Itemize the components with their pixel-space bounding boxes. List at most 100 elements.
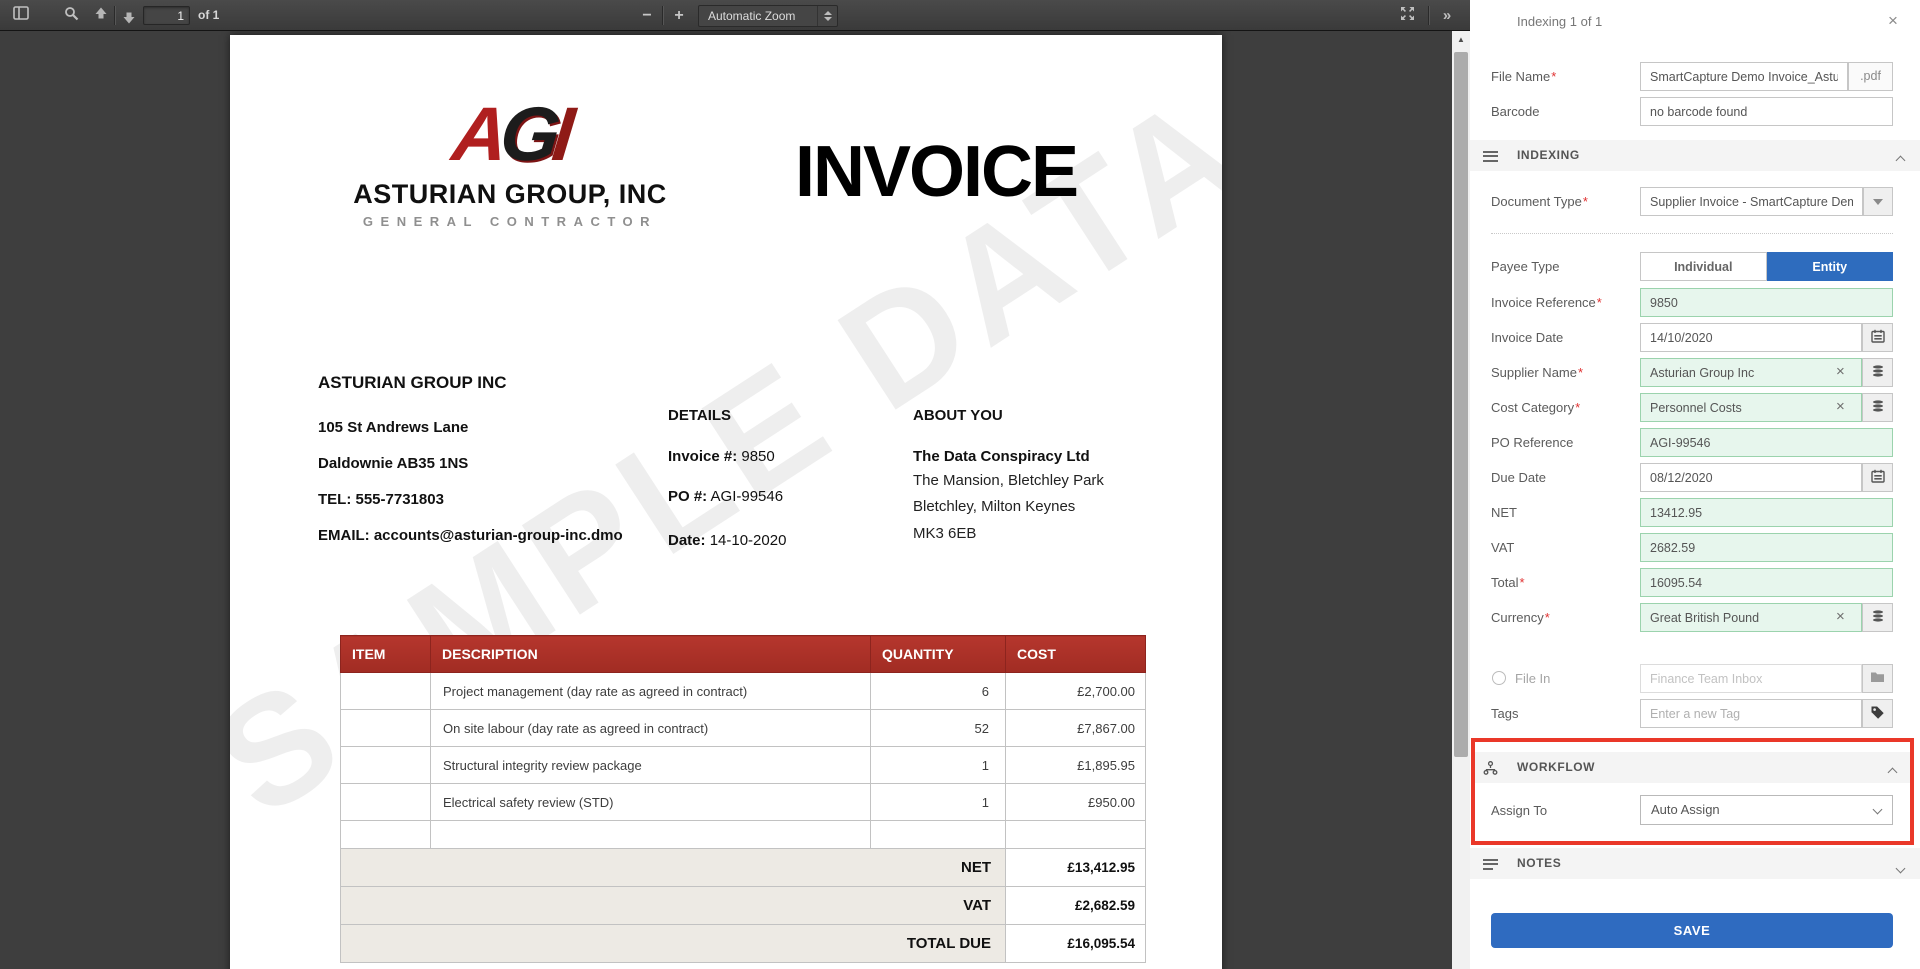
field-row-due-date: Due Date bbox=[1470, 462, 1920, 493]
field-row-invoice-reference: Invoice Reference* bbox=[1470, 287, 1920, 318]
cell-cost: £7,867.00 bbox=[1005, 709, 1146, 747]
col-header-cost: COST bbox=[1005, 635, 1146, 673]
cell-cost: £1,895.95 bbox=[1005, 746, 1146, 784]
file-name-input[interactable] bbox=[1640, 62, 1848, 91]
cell-quantity: 52 bbox=[870, 709, 1006, 747]
chevron-up-icon bbox=[1887, 764, 1898, 779]
previous-page-button[interactable] bbox=[88, 3, 114, 28]
arrow-down-icon bbox=[122, 6, 136, 25]
field-row-payee-type: Payee Type Individual Entity bbox=[1470, 251, 1920, 282]
currency-input[interactable] bbox=[1640, 603, 1862, 632]
close-panel-button[interactable]: × bbox=[1882, 10, 1904, 32]
file-in-input[interactable] bbox=[1640, 664, 1862, 693]
supplier-name-lookup-button[interactable] bbox=[1862, 358, 1893, 387]
field-row-total: Total* bbox=[1470, 567, 1920, 598]
cell-item bbox=[340, 746, 431, 784]
table-row: Project management (day rate as agreed i… bbox=[340, 672, 1146, 710]
indexing-panel: Indexing 1 of 1 × File Name* .pdf Barcod… bbox=[1470, 0, 1920, 969]
customer-name: The Data Conspiracy Ltd bbox=[913, 448, 1090, 465]
section-header-workflow[interactable]: WORKFLOW bbox=[1475, 752, 1910, 783]
field-row-currency: Currency* × bbox=[1470, 602, 1920, 633]
presentation-mode-button[interactable] bbox=[1394, 3, 1420, 28]
totals-row-total-due: TOTAL DUE £16,095.54 bbox=[340, 924, 1146, 963]
vat-label: VAT bbox=[340, 886, 1006, 925]
cell-quantity: 1 bbox=[870, 783, 1006, 821]
payee-type-entity-button[interactable]: Entity bbox=[1766, 252, 1893, 281]
chevron-down-icon bbox=[1873, 198, 1883, 205]
field-row-tags: Tags bbox=[1470, 698, 1920, 729]
viewer-scrollbar[interactable]: ▲ bbox=[1452, 31, 1470, 969]
customer-address-line: Bletchley, Milton Keynes bbox=[913, 498, 1076, 516]
section-header-notes[interactable]: NOTES bbox=[1470, 848, 1920, 879]
po-reference-input[interactable] bbox=[1640, 428, 1893, 457]
minus-icon: − bbox=[642, 6, 652, 24]
supplier-name-clear-button[interactable]: × bbox=[1836, 363, 1845, 380]
database-icon bbox=[1871, 364, 1885, 381]
vat-input[interactable] bbox=[1640, 533, 1893, 562]
currency-clear-button[interactable]: × bbox=[1836, 608, 1845, 625]
field-row-cost-category: Cost Category* × bbox=[1470, 392, 1920, 423]
toggle-sidebar-button[interactable] bbox=[8, 3, 34, 28]
zoom-level-value: Automatic Zoom bbox=[708, 9, 796, 23]
invoice-date-input[interactable] bbox=[1640, 323, 1862, 352]
cost-category-input[interactable] bbox=[1640, 393, 1862, 422]
due-date-calendar-button[interactable] bbox=[1862, 463, 1893, 492]
add-tag-button[interactable] bbox=[1862, 699, 1893, 728]
more-tools-button[interactable]: » bbox=[1434, 3, 1460, 28]
invoice-reference-input[interactable] bbox=[1640, 288, 1893, 317]
section-header-indexing[interactable]: INDEXING bbox=[1470, 140, 1920, 171]
customer-address-block: ABOUT YOU The Data Conspiracy Ltd The Ma… bbox=[913, 407, 1193, 550]
payee-type-label: Payee Type bbox=[1491, 259, 1560, 274]
supplier-address-line: Daldownie AB35 1NS bbox=[318, 455, 469, 472]
zoom-level-select[interactable]: Automatic Zoom bbox=[698, 5, 838, 27]
plus-icon: + bbox=[674, 6, 684, 24]
net-input[interactable] bbox=[1640, 498, 1893, 527]
payee-type-individual-button[interactable]: Individual bbox=[1640, 252, 1767, 281]
toolbar-separator bbox=[662, 6, 663, 25]
invoice-date-calendar-button[interactable] bbox=[1862, 323, 1893, 352]
field-row-file-in: File In bbox=[1470, 663, 1920, 694]
document-type-input[interactable] bbox=[1640, 187, 1863, 216]
cell-item bbox=[340, 709, 431, 747]
po-number-value: AGI-99546 bbox=[710, 488, 784, 505]
col-header-description: DESCRIPTION bbox=[430, 635, 871, 673]
scroll-up-icon: ▲ bbox=[1457, 35, 1465, 44]
cell-item bbox=[340, 820, 431, 849]
next-page-button[interactable] bbox=[116, 3, 142, 28]
assign-to-select[interactable]: Auto Assign bbox=[1640, 795, 1893, 825]
due-date-input[interactable] bbox=[1640, 463, 1862, 492]
zoom-in-button[interactable]: + bbox=[666, 3, 692, 28]
cell-quantity: 6 bbox=[870, 672, 1006, 710]
cost-category-lookup-button[interactable] bbox=[1862, 393, 1893, 422]
supplier-name-input[interactable] bbox=[1640, 358, 1862, 387]
barcode-input[interactable] bbox=[1640, 97, 1893, 126]
scrollbar-thumb[interactable] bbox=[1454, 52, 1468, 757]
file-in-folder-button[interactable] bbox=[1862, 664, 1893, 693]
select-arrows-icon bbox=[817, 6, 837, 26]
logo-monogram: AGI bbox=[256, 92, 764, 177]
scrollbar-up-button[interactable]: ▲ bbox=[1452, 31, 1470, 48]
workflow-section-label: WORKFLOW bbox=[1517, 760, 1596, 774]
total-field-label: Total* bbox=[1491, 575, 1525, 590]
tags-input[interactable] bbox=[1640, 699, 1862, 728]
page-number-input[interactable] bbox=[143, 6, 190, 25]
zoom-out-button[interactable]: − bbox=[634, 3, 660, 28]
file-in-radio[interactable] bbox=[1492, 671, 1506, 685]
cell-item bbox=[340, 672, 431, 710]
total-input[interactable] bbox=[1640, 568, 1893, 597]
page-count-label: of 1 bbox=[198, 8, 220, 22]
save-button[interactable]: SAVE bbox=[1491, 913, 1893, 948]
cell-description: On site labour (day rate as agreed in co… bbox=[430, 709, 871, 747]
field-row-po-reference: PO Reference bbox=[1470, 427, 1920, 458]
required-marker: * bbox=[1551, 69, 1557, 84]
document-type-dropdown-button[interactable] bbox=[1863, 187, 1893, 216]
about-you-heading: ABOUT YOU bbox=[913, 407, 1003, 424]
cost-category-label: Cost Category* bbox=[1491, 400, 1581, 415]
cost-category-clear-button[interactable]: × bbox=[1836, 398, 1845, 415]
search-button[interactable] bbox=[58, 3, 84, 28]
currency-lookup-button[interactable] bbox=[1862, 603, 1893, 632]
required-marker: * bbox=[1578, 365, 1584, 380]
file-in-label: File In bbox=[1515, 671, 1551, 686]
calendar-icon bbox=[1870, 469, 1885, 486]
